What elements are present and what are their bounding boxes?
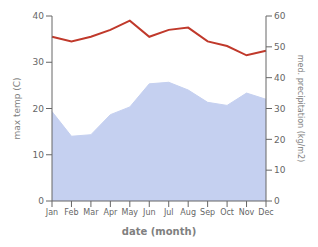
svg-text:40: 40 bbox=[33, 11, 45, 21]
svg-text:0: 0 bbox=[38, 196, 44, 206]
svg-text:May: May bbox=[122, 208, 139, 217]
svg-text:10: 10 bbox=[274, 165, 286, 175]
svg-text:Aug: Aug bbox=[180, 208, 196, 217]
svg-text:60: 60 bbox=[274, 11, 286, 21]
svg-text:20: 20 bbox=[274, 135, 286, 145]
svg-text:30: 30 bbox=[33, 57, 45, 67]
svg-text:Sep: Sep bbox=[200, 208, 215, 217]
svg-text:med. precipitation (kg/m2): med. precipitation (kg/m2) bbox=[296, 55, 305, 162]
svg-text:Nov: Nov bbox=[239, 208, 255, 217]
svg-text:Jan: Jan bbox=[45, 208, 58, 217]
svg-text:Mar: Mar bbox=[83, 208, 99, 217]
svg-text:Dec: Dec bbox=[258, 208, 273, 217]
svg-text:Jul: Jul bbox=[163, 208, 174, 217]
svg-text:Oct: Oct bbox=[220, 208, 234, 217]
svg-text:Apr: Apr bbox=[103, 208, 118, 217]
svg-text:Jun: Jun bbox=[142, 208, 156, 217]
svg-text:50: 50 bbox=[274, 42, 286, 52]
svg-text:40: 40 bbox=[274, 73, 286, 83]
svg-text:max temp (C): max temp (C) bbox=[12, 77, 22, 139]
svg-text:Feb: Feb bbox=[64, 208, 78, 217]
svg-text:date (month): date (month) bbox=[122, 226, 196, 237]
svg-text:0: 0 bbox=[274, 196, 280, 206]
svg-text:10: 10 bbox=[33, 150, 45, 160]
svg-text:20: 20 bbox=[33, 104, 45, 114]
svg-text:30: 30 bbox=[274, 104, 286, 114]
